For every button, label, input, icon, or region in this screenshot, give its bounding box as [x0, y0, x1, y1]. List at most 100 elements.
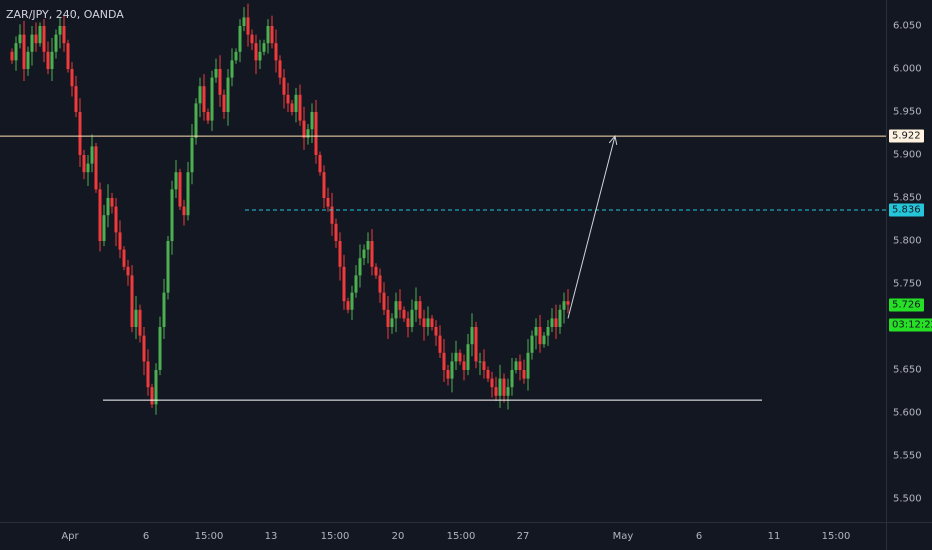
candle-body: [546, 327, 550, 336]
candle-body: [418, 301, 422, 319]
price-tick-label: 5.600: [893, 407, 922, 419]
candle-body: [246, 17, 250, 35]
candle-body: [62, 26, 66, 44]
time-axis[interactable]: Apr 6 15:00 13 15:00 20 15:00 27 May 6 11 15:00: [0, 522, 886, 550]
candle-body: [514, 361, 518, 370]
candle-body: [302, 120, 306, 138]
candle-body: [42, 26, 46, 52]
time-tick-label: 6: [142, 531, 150, 542]
candle-body: [10, 51, 14, 61]
candle-body: [90, 146, 94, 164]
candle-body: [14, 43, 18, 61]
candle-body: [342, 266, 346, 302]
candle-body: [502, 378, 506, 396]
candle-body: [346, 301, 350, 310]
candle-body: [254, 43, 258, 61]
resistance-price-badge: 5.922: [889, 129, 924, 143]
candle-body: [258, 51, 262, 61]
candle-body: [46, 51, 50, 69]
candle-body: [222, 94, 226, 112]
candle-body: [178, 172, 182, 207]
candle-body: [238, 26, 242, 52]
candle-body: [274, 43, 278, 61]
price-tick-label: 5.850: [893, 192, 922, 204]
candle-body: [498, 378, 502, 396]
candle-body: [122, 249, 126, 267]
candle-body: [462, 361, 466, 370]
candle-body: [438, 335, 442, 353]
candle-body: [322, 172, 326, 198]
candle-body: [354, 275, 358, 293]
candle-body: [130, 275, 134, 327]
candle-body: [266, 26, 270, 44]
candle-body: [394, 301, 398, 319]
candle-body: [242, 17, 246, 26]
bar-countdown-badge: 03:12:22: [889, 318, 932, 332]
candle-body: [522, 370, 526, 379]
candle-body: [226, 77, 230, 112]
candle-body: [414, 301, 418, 310]
time-tick-label: 6: [695, 531, 703, 542]
candle-body: [382, 292, 386, 310]
candle-body: [542, 335, 546, 345]
candle-body: [370, 241, 374, 267]
candle-body: [466, 344, 470, 370]
candle-body: [34, 34, 38, 44]
candle-body: [162, 292, 166, 327]
candle-body: [402, 309, 406, 319]
price-tick-label: 6.000: [893, 63, 922, 75]
candle-body: [38, 26, 42, 44]
candle-body: [30, 34, 34, 52]
candle-body: [74, 86, 78, 112]
price-chart[interactable]: [0, 0, 886, 522]
candle-body: [26, 51, 30, 69]
price-tick-label: 6.050: [893, 20, 922, 32]
candle-body: [58, 26, 62, 35]
time-tick-label: Apr: [61, 531, 79, 542]
candle-body: [102, 215, 106, 241]
axis-corner: [886, 522, 932, 550]
candle-body: [182, 206, 186, 216]
candle-body: [554, 318, 558, 327]
candle-body: [150, 387, 154, 405]
candle-body: [282, 77, 286, 95]
time-tick-label: 15:00: [320, 531, 350, 542]
candle-body: [358, 258, 362, 276]
candle-body: [202, 86, 206, 112]
candle-body: [114, 206, 118, 233]
time-tick-label: 15:00: [821, 531, 851, 542]
price-axis[interactable]: 6.0506.0005.9505.9005.8505.8005.7505.700…: [886, 0, 932, 522]
candle-body: [106, 198, 110, 216]
candle-body: [362, 249, 366, 259]
candle-body: [210, 77, 214, 121]
candle-body: [94, 146, 98, 190]
symbol-title: ZAR/JPY, 240, OANDA: [6, 8, 124, 21]
price-tick-label: 5.900: [893, 149, 922, 161]
candle-body: [482, 361, 486, 370]
price-tick-label: 5.950: [893, 106, 922, 118]
time-tick-label: May: [612, 531, 634, 542]
candle-body: [198, 86, 202, 104]
candle-body: [82, 155, 86, 173]
candle-body: [350, 292, 354, 310]
candle-body: [398, 301, 402, 310]
candle-body: [186, 172, 190, 216]
candle-body: [366, 241, 370, 250]
target-price-badge: 5.836: [889, 203, 924, 217]
candle-body: [214, 69, 218, 78]
candle-body: [138, 309, 142, 336]
candle-body: [530, 335, 534, 353]
candle-body: [458, 352, 462, 362]
candle-body: [262, 43, 266, 52]
candle-body: [386, 309, 390, 327]
chart-plot-area[interactable]: ZAR/JPY, 240, OANDA: [0, 0, 886, 522]
candle-body: [454, 352, 458, 362]
candle-body: [110, 198, 114, 207]
candle-body: [174, 172, 178, 190]
candle-body: [118, 232, 122, 250]
candle-body: [510, 370, 514, 388]
candle-body: [86, 163, 90, 173]
candle-body: [442, 352, 446, 370]
candle-body: [194, 103, 198, 138]
candle-body: [562, 301, 566, 310]
